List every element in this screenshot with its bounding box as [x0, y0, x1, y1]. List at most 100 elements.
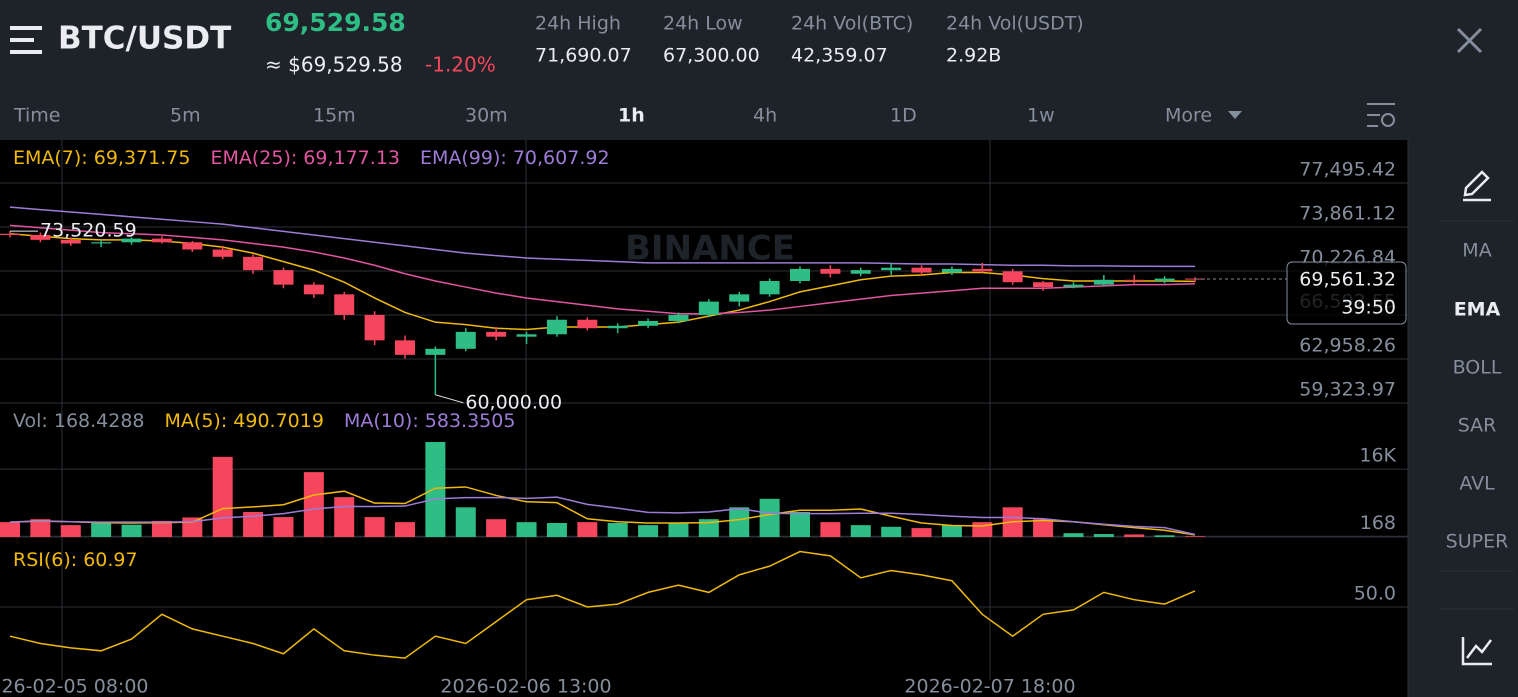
- interval-tab[interactable]: 1w: [1027, 105, 1055, 127]
- indicator-tab[interactable]: BOLL: [1453, 357, 1502, 379]
- icon-line: [1466, 639, 1492, 659]
- candle-body: [546, 319, 567, 335]
- legend: EMA(7): 69,371.75 EMA(25): 69,177.13 EMA(9…: [13, 147, 610, 169]
- volume-bar: [1063, 533, 1084, 537]
- candle-body: [1063, 284, 1084, 288]
- volume-bar: [790, 511, 810, 537]
- volume-bar: [820, 522, 841, 537]
- draw-tool-icon[interactable]: [1463, 170, 1491, 202]
- volume-bar: [334, 497, 355, 537]
- candle-body: [30, 235, 51, 240]
- indicator-tab[interactable]: AVL: [1459, 473, 1495, 495]
- y-tick-label: 168: [1360, 512, 1396, 534]
- interval-tab[interactable]: 1D: [890, 105, 917, 127]
- settings-icon[interactable]: [1367, 103, 1395, 127]
- volume-bar: [243, 511, 264, 537]
- legend-entry: Vol: 168.4288: [13, 410, 145, 432]
- y-tick-label: 50.0: [1354, 583, 1396, 605]
- volume-bar: [759, 498, 780, 537]
- candle-body: [516, 334, 537, 337]
- volume-bar: [941, 525, 962, 537]
- interval-tab[interactable]: Time: [13, 105, 61, 127]
- indicator-line: [9, 206, 1196, 268]
- volume-bar: [455, 507, 476, 537]
- candle-body: [1033, 282, 1054, 288]
- watermark: BINANCE: [625, 229, 795, 269]
- icon-line: [1456, 27, 1483, 54]
- candle-body: [1093, 279, 1114, 285]
- indicator-line: [9, 233, 1196, 331]
- indicator-tab[interactable]: MA: [1462, 240, 1491, 262]
- candle-body: [60, 239, 81, 244]
- annotation-label: 73,520.59: [40, 220, 137, 242]
- legend: Vol: 168.4288 MA(5): 490.7019 MA(10): 583.…: [13, 410, 515, 432]
- candle-body: [941, 268, 962, 273]
- x-tick-label: 26-02-05 08:00: [1, 676, 148, 697]
- interval-tab[interactable]: 1h: [618, 105, 645, 127]
- indicator-tab[interactable]: SAR: [1458, 415, 1497, 437]
- volume-bar: [273, 517, 294, 537]
- candle-body: [1124, 279, 1145, 282]
- legend-entry: MA(5): 490.7019: [165, 410, 324, 432]
- price-tag-box: [1286, 261, 1407, 325]
- volume-bar: [546, 523, 567, 537]
- indicator-icon[interactable]: [1461, 637, 1492, 666]
- dropdown-arrow: [1228, 111, 1242, 119]
- icon-pencil: [1463, 170, 1490, 197]
- volume-bar: [1033, 519, 1054, 537]
- close-button[interactable]: [1456, 27, 1483, 54]
- candle-body: [212, 249, 233, 257]
- indicator-tab[interactable]: SUPER: [1446, 531, 1509, 553]
- candle-body: [243, 256, 264, 271]
- candle-body: [121, 238, 142, 243]
- interval-tab[interactable]: More: [1165, 105, 1212, 127]
- stat-label: 24h Low: [663, 13, 743, 35]
- legend-entry: MA(10): 583.3505: [344, 410, 516, 432]
- usd-price: ≈ $69,529.58: [265, 53, 403, 77]
- indicator-tab[interactable]: EMA: [1454, 299, 1501, 321]
- legend-entry: EMA(99): 70,607.92: [420, 147, 610, 169]
- y-tick-label: 59,323.97: [1299, 379, 1396, 401]
- y-tick-label: 73,861.12: [1299, 202, 1396, 224]
- stat-value: 42,359.07: [791, 45, 888, 67]
- volume-bar: [911, 528, 932, 537]
- candle-body: [486, 331, 507, 337]
- interval-tab[interactable]: 15m: [313, 105, 356, 127]
- interval-tab[interactable]: 5m: [170, 105, 201, 127]
- candle-body: [0, 233, 20, 236]
- candle-body: [425, 348, 446, 355]
- candle-body: [303, 284, 324, 295]
- icon-gear: [1381, 113, 1395, 127]
- volume-bar: [151, 520, 172, 537]
- indicator-line: [9, 224, 1196, 315]
- legend: RSI(6): 60.97: [13, 549, 138, 571]
- candle-body: [607, 325, 628, 329]
- interval-tab[interactable]: 30m: [465, 105, 508, 127]
- candle-body: [151, 238, 172, 243]
- volume-bar: [0, 522, 20, 537]
- stat-value: 2.92B: [946, 45, 1001, 67]
- y-tick-label: 16K: [1359, 445, 1396, 467]
- indicator-line: [9, 550, 1196, 659]
- volume-bar: [60, 525, 81, 537]
- legend-entry: EMA(7): 69,371.75: [13, 147, 190, 169]
- candle-body: [182, 242, 203, 250]
- candle-body: [1154, 278, 1175, 282]
- legend-entry: EMA(25): 69,177.13: [210, 147, 400, 169]
- pair: BTC/USDT: [58, 21, 231, 57]
- candle-body: [455, 331, 476, 349]
- volume-bar: [1124, 534, 1145, 537]
- stat-value: 71,690.07: [535, 45, 632, 67]
- menu-icon[interactable]: [10, 26, 42, 54]
- volume-bar: [303, 472, 324, 537]
- volume-bar: [729, 507, 750, 537]
- volume-bar: [486, 519, 507, 537]
- interval-tab[interactable]: 4h: [753, 105, 777, 127]
- indicator-line: [9, 496, 1196, 536]
- countdown: 39:50: [1341, 297, 1396, 319]
- volume-bar: [121, 524, 142, 537]
- last-price: 69,529.58: [265, 8, 406, 37]
- stat-value: 67,300.00: [663, 45, 760, 67]
- candle-body: [395, 340, 415, 355]
